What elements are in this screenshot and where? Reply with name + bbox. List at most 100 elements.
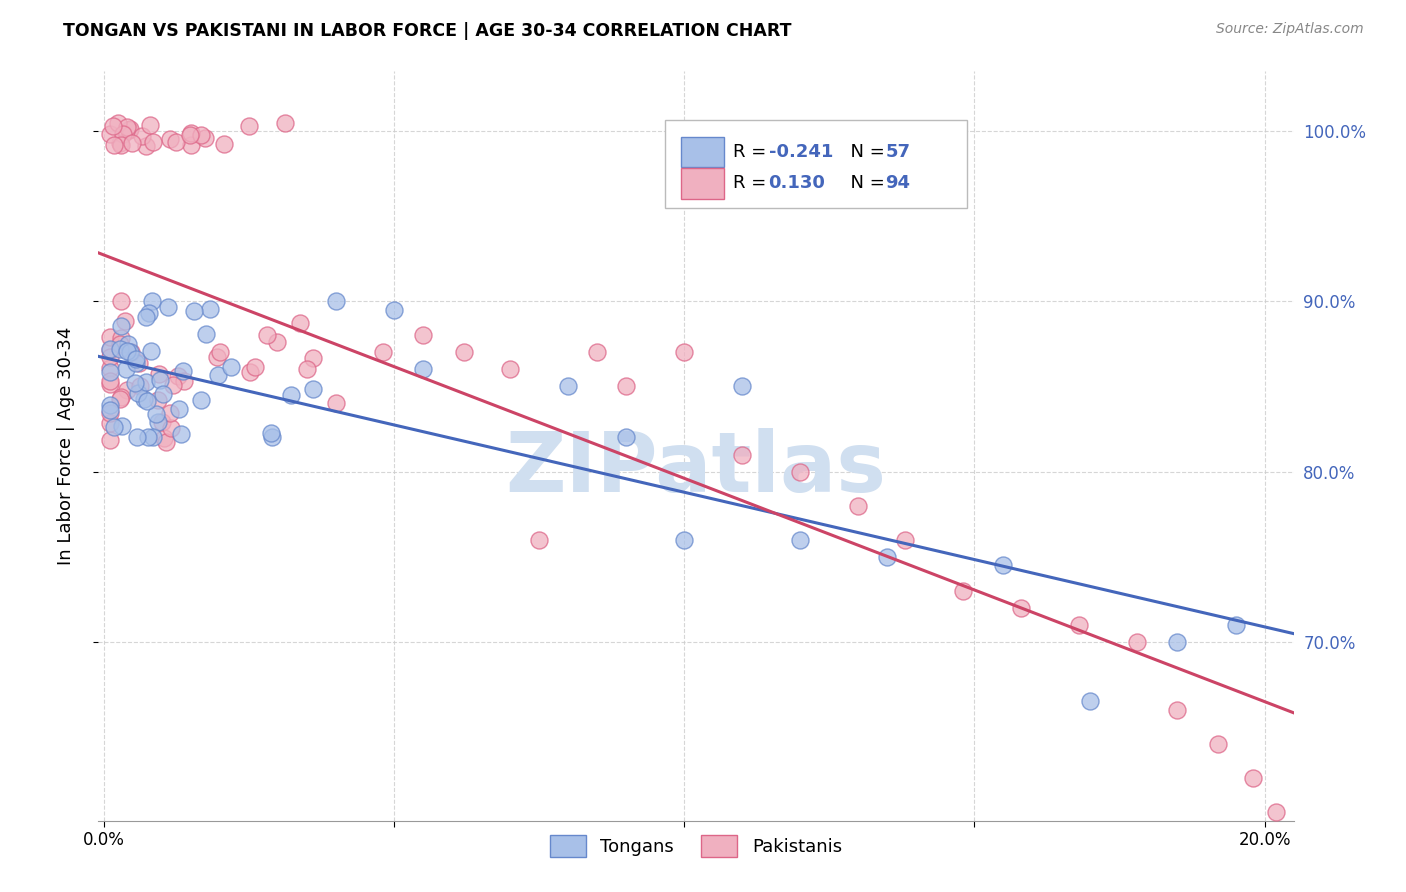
Point xyxy=(152,431,174,445)
Point xyxy=(1241,771,1264,785)
Point xyxy=(1010,600,1032,615)
Point xyxy=(167,402,190,417)
Point xyxy=(219,360,242,375)
Point xyxy=(107,116,129,130)
Point xyxy=(98,398,121,412)
Point xyxy=(260,426,283,441)
Point xyxy=(115,361,138,376)
Point xyxy=(98,403,121,417)
Point xyxy=(453,345,475,359)
Point xyxy=(209,345,232,359)
Point xyxy=(145,408,167,422)
Point xyxy=(134,139,156,153)
Point xyxy=(115,120,138,134)
Point xyxy=(98,433,121,447)
Point xyxy=(1206,737,1229,751)
Point xyxy=(214,137,236,152)
Text: Source: ZipAtlas.com: Source: ZipAtlas.com xyxy=(1216,22,1364,37)
Point xyxy=(1080,694,1102,708)
Point xyxy=(120,344,142,359)
Point xyxy=(110,390,132,404)
Point xyxy=(121,136,143,150)
Point xyxy=(302,382,325,396)
Point xyxy=(141,344,163,359)
Point xyxy=(876,549,898,564)
Point xyxy=(148,367,170,381)
Point xyxy=(266,334,288,349)
Point xyxy=(162,378,184,392)
Point xyxy=(280,388,302,402)
Point xyxy=(125,356,148,370)
Point xyxy=(325,294,347,309)
Point xyxy=(557,379,579,393)
Point xyxy=(108,136,131,150)
Point xyxy=(239,365,262,379)
Point xyxy=(170,427,193,442)
Point xyxy=(207,368,229,382)
Point xyxy=(256,328,278,343)
Point xyxy=(382,302,405,317)
Point xyxy=(731,379,754,393)
Point xyxy=(155,434,177,449)
Point xyxy=(139,118,162,132)
Point xyxy=(952,583,974,598)
Text: R =: R = xyxy=(734,143,772,161)
Point xyxy=(297,362,319,376)
Text: 94: 94 xyxy=(886,175,910,193)
Point xyxy=(173,374,195,388)
Point xyxy=(499,362,522,376)
Point xyxy=(125,430,148,444)
Point xyxy=(412,362,434,376)
Y-axis label: In Labor Force | Age 30-34: In Labor Force | Age 30-34 xyxy=(56,326,75,566)
Point xyxy=(148,373,170,387)
Point xyxy=(98,376,121,391)
Point xyxy=(115,344,138,359)
Point xyxy=(136,394,159,409)
Point xyxy=(1265,805,1288,819)
Legend: Tongans, Pakistanis: Tongans, Pakistanis xyxy=(543,828,849,864)
Point xyxy=(166,135,188,149)
Point xyxy=(98,360,121,375)
Point xyxy=(190,128,212,143)
Point xyxy=(848,499,870,513)
Point xyxy=(101,119,124,133)
Point xyxy=(110,294,132,309)
Point xyxy=(894,533,917,547)
Point xyxy=(108,336,131,351)
Point xyxy=(146,415,169,429)
Point xyxy=(120,345,142,359)
Point xyxy=(789,533,811,547)
Point xyxy=(529,533,551,547)
Text: ZIPatlas: ZIPatlas xyxy=(506,428,886,509)
Point xyxy=(98,342,121,356)
Text: N =: N = xyxy=(839,143,890,161)
Point xyxy=(110,392,132,407)
Point xyxy=(586,345,609,359)
Point xyxy=(245,359,267,374)
Point xyxy=(614,379,637,393)
Point xyxy=(288,316,311,330)
Point xyxy=(152,387,174,401)
Point xyxy=(110,318,132,333)
Point xyxy=(183,304,205,318)
Point xyxy=(117,336,139,351)
Point xyxy=(98,416,121,430)
Point xyxy=(673,533,696,547)
Point xyxy=(1166,703,1188,717)
Point xyxy=(195,326,218,341)
Point xyxy=(98,365,121,379)
Point xyxy=(108,342,131,356)
Point xyxy=(142,430,165,444)
Text: -0.241: -0.241 xyxy=(769,143,832,161)
Point xyxy=(128,379,150,393)
Point xyxy=(110,331,132,345)
Point xyxy=(103,420,125,434)
Point xyxy=(98,350,121,364)
Point xyxy=(260,430,283,444)
Point xyxy=(274,116,297,130)
Point xyxy=(110,137,132,152)
Text: N =: N = xyxy=(839,175,890,193)
Point xyxy=(115,383,138,397)
Point xyxy=(127,385,149,400)
Point xyxy=(789,465,811,479)
